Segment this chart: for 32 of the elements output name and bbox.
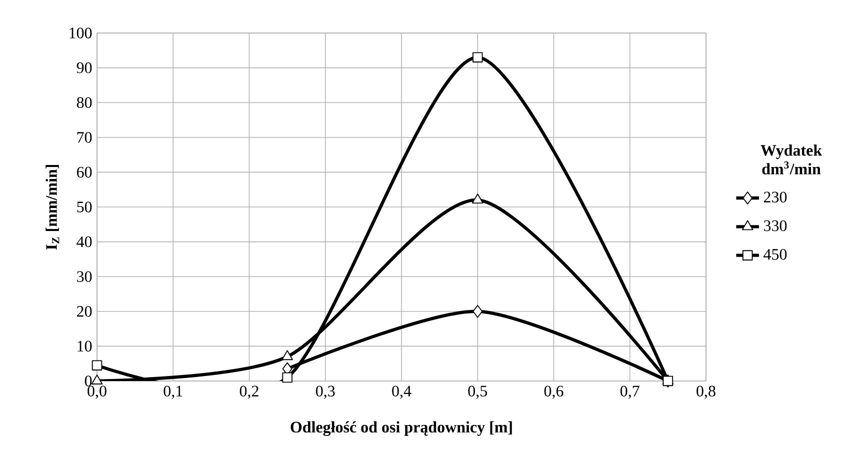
x-tick-label: 0,6: [544, 386, 564, 399]
y-tick-label: 30: [77, 271, 92, 282]
legend-label: 230: [764, 192, 787, 202]
y-tick-label: 40: [76, 236, 92, 248]
point: [282, 350, 293, 360]
y-tick-label: 10: [78, 340, 92, 352]
y-tick-label: 80: [76, 97, 92, 108]
x-tick-label: 0,2: [240, 386, 258, 399]
x-tick-label: 0,5: [468, 386, 488, 399]
y-tick-label: 70: [77, 132, 92, 143]
y-tick-label: 90: [76, 62, 92, 74]
y-tick-label: 50: [77, 202, 92, 212]
point: [472, 52, 483, 62]
x-tick-label: 0,3: [316, 386, 335, 399]
x-tick-label: 0,0: [88, 386, 106, 399]
y-tick-label: 20: [77, 306, 92, 317]
x-tick-label: 0,7: [620, 386, 640, 399]
point: [92, 360, 102, 370]
y-tick-label: 0: [84, 376, 92, 386]
point: [282, 372, 292, 383]
x-axis-title: Odległość od osi prądownicy [m]: [290, 421, 512, 436]
x-tick-label: 0,1: [164, 386, 182, 399]
legend-title: Wydatek dm$^{3}$/min: [760, 144, 822, 174]
point: [472, 194, 484, 204]
legend-label: 450: [764, 248, 787, 260]
y-tick-label: 60: [76, 166, 92, 178]
x-tick-label: 0,4: [392, 386, 412, 399]
x-tick-label: 0,8: [696, 386, 716, 399]
point: [472, 304, 483, 318]
y-tick-label: 100: [70, 28, 92, 38]
y-axis-title: I$_{Z}$ [mm/min]: [46, 164, 60, 250]
legend-label: 330: [764, 220, 787, 232]
